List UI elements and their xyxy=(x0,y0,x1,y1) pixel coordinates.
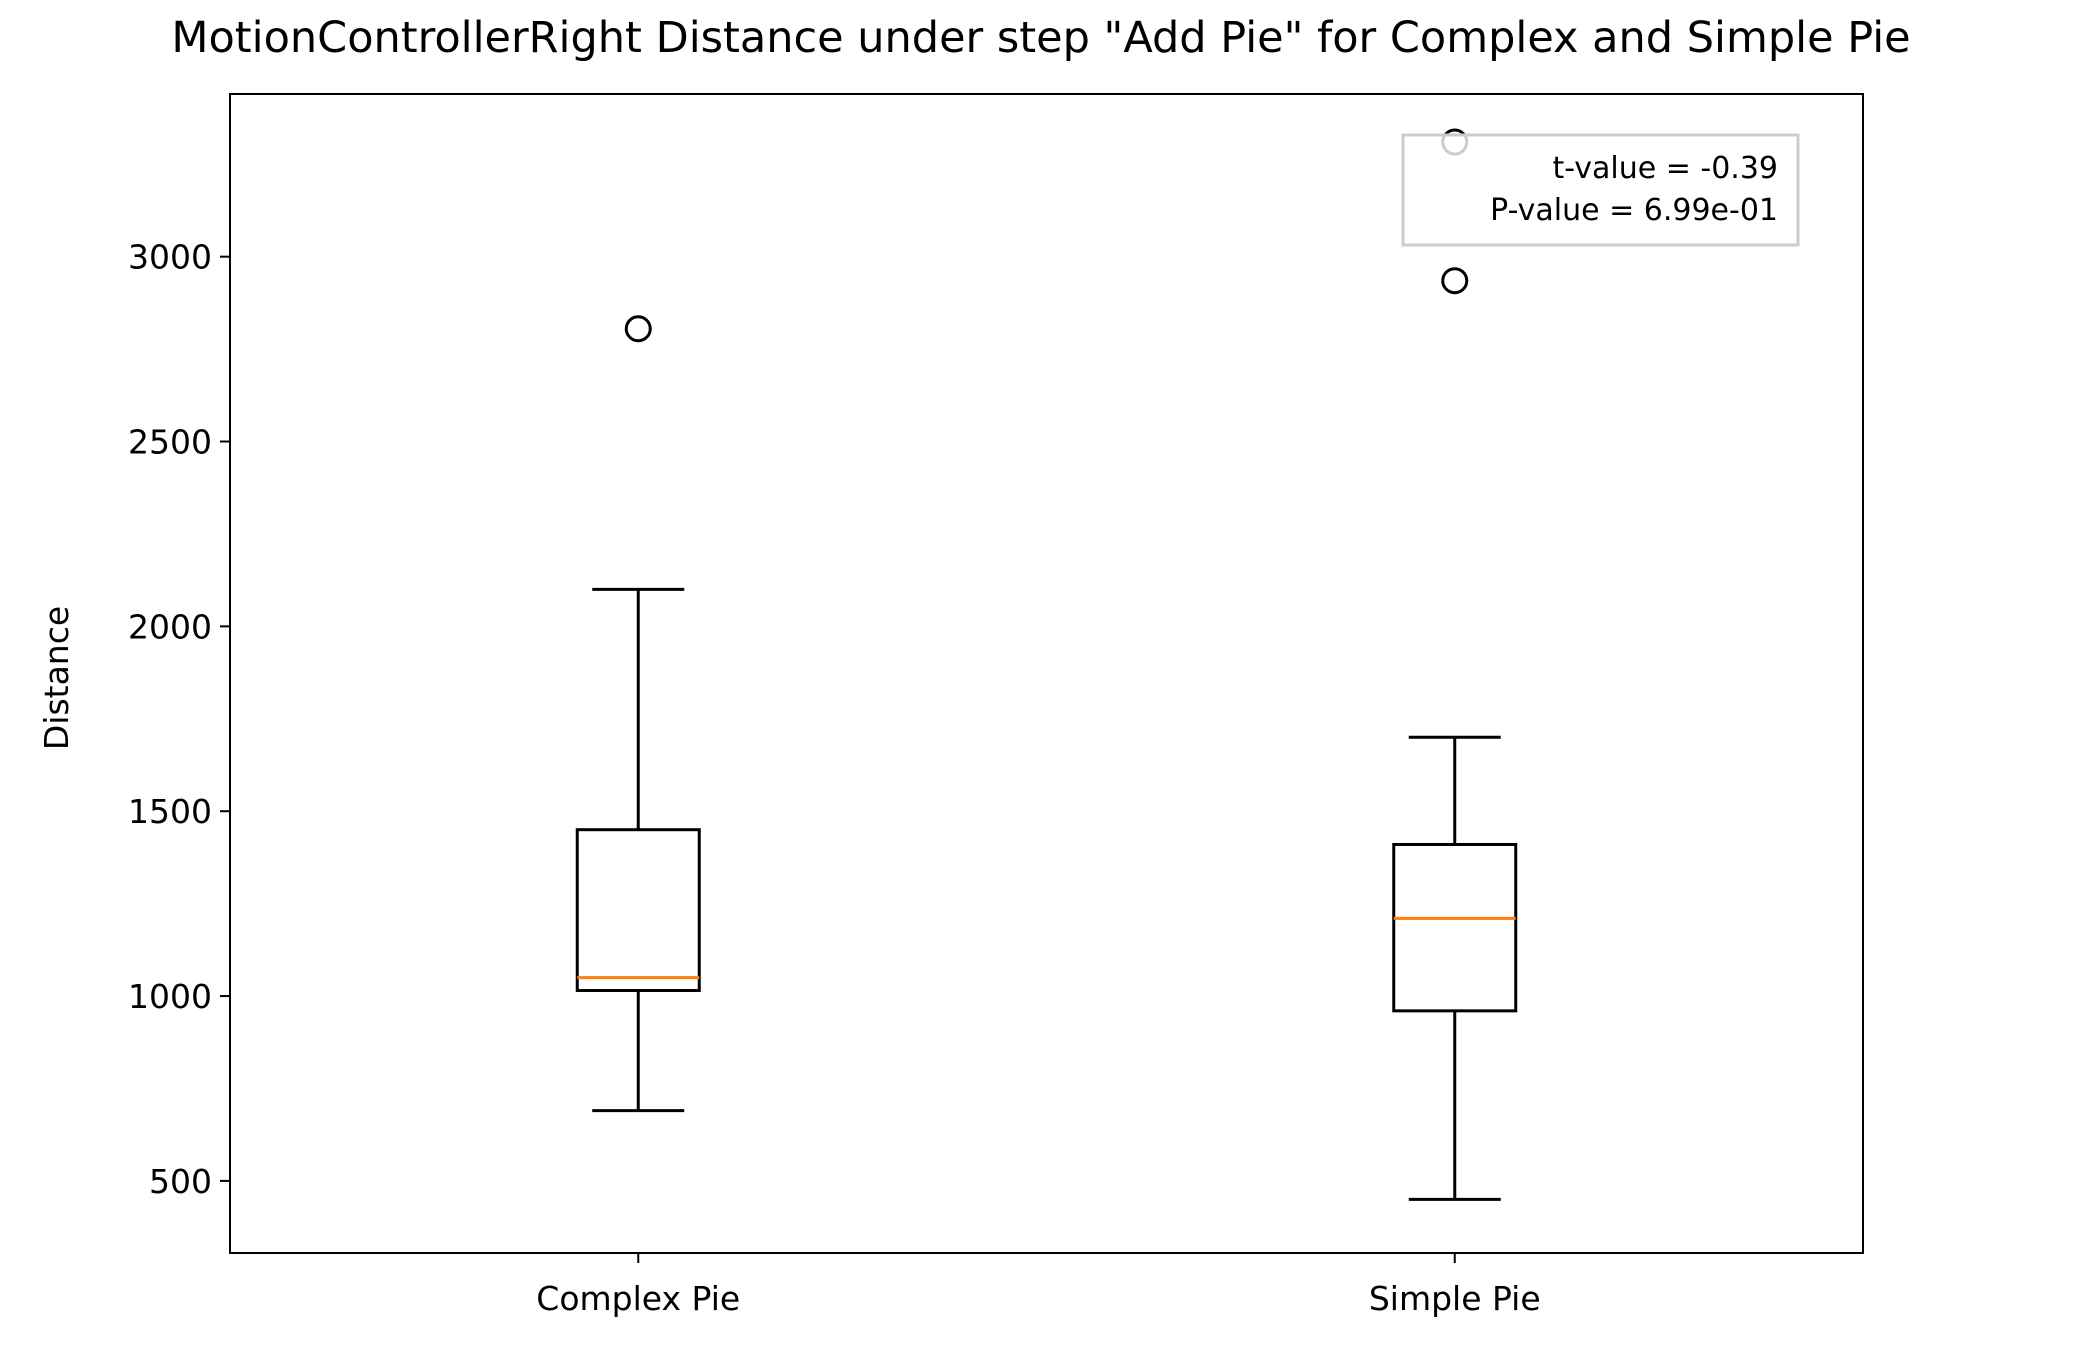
plot-area-frame xyxy=(229,93,1864,1254)
y-axis-label: Distance xyxy=(37,606,76,750)
p-value-label: P-value = 6.99e-01 xyxy=(1490,193,1778,228)
chart-title: MotionControllerRight Distance under ste… xyxy=(171,13,1910,63)
x-tick-label: Complex Pie xyxy=(536,1279,740,1318)
statistics-annotation: t-value = -0.39 P-value = 6.99e-01 xyxy=(1401,133,1800,247)
y-tick-label: 2500 xyxy=(128,423,212,462)
outlier-point xyxy=(624,315,652,343)
x-axis-ticks: Complex Pie Simple Pie xyxy=(536,1253,1541,1318)
iqr-box xyxy=(1392,842,1518,1013)
annotation-box xyxy=(1401,133,1800,247)
iqr-box xyxy=(575,828,701,993)
y-tick-label: 1500 xyxy=(128,792,212,831)
y-tick-label: 500 xyxy=(149,1162,212,1201)
y-tick-label: 2000 xyxy=(128,607,212,646)
y-axis-ticks: 500 1000 1500 2000 2500 3000 xyxy=(128,238,230,1201)
box-complex-pie xyxy=(575,315,701,1113)
y-tick-label: 1000 xyxy=(128,977,212,1016)
outlier-point xyxy=(1441,267,1469,295)
y-tick-label: 3000 xyxy=(128,238,212,277)
t-value-label: t-value = -0.39 xyxy=(1552,151,1778,186)
x-tick-label: Simple Pie xyxy=(1369,1279,1541,1318)
